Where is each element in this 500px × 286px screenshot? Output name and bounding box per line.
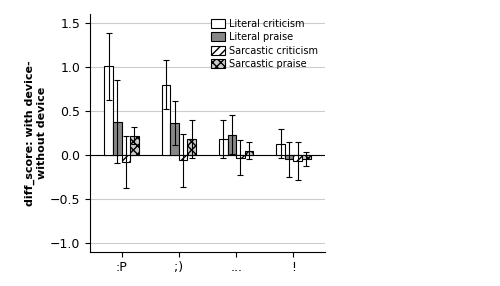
Bar xyxy=(302,155,310,159)
Bar xyxy=(104,66,113,155)
Y-axis label: diff_score: with device-
without device: diff_score: with device- without device xyxy=(25,60,47,206)
Bar xyxy=(236,155,245,158)
Bar xyxy=(170,123,179,155)
Bar xyxy=(113,122,122,155)
Bar xyxy=(122,155,130,162)
Bar xyxy=(228,135,236,155)
Bar xyxy=(188,139,196,155)
Bar xyxy=(245,150,254,155)
Bar xyxy=(179,155,188,160)
Bar xyxy=(294,155,302,161)
Bar xyxy=(276,144,285,155)
Bar xyxy=(162,85,170,155)
Bar xyxy=(130,136,138,155)
Legend: Literal criticism, Literal praise, Sarcastic criticism, Sarcastic praise: Literal criticism, Literal praise, Sarca… xyxy=(209,17,320,71)
Bar xyxy=(219,139,228,155)
Bar xyxy=(285,155,294,159)
